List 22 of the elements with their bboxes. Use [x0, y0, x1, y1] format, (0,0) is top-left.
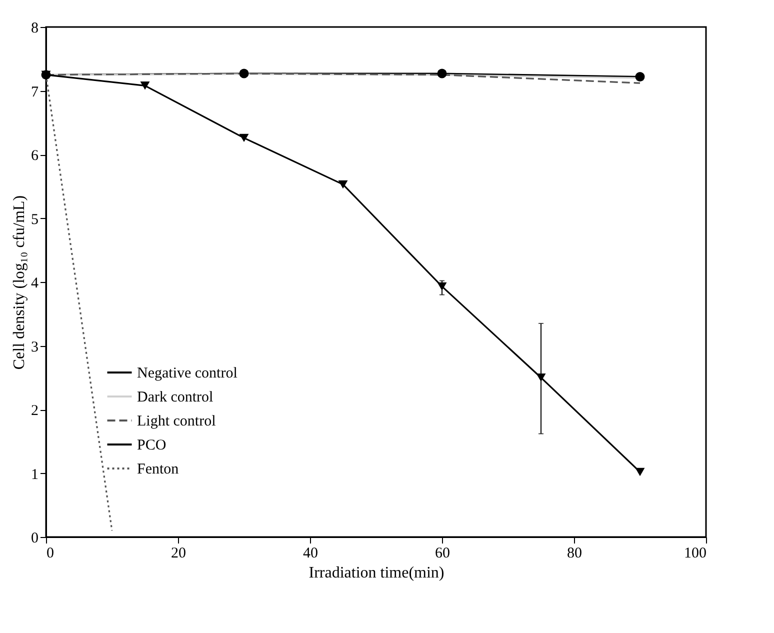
y-tick-label: 3: [31, 339, 38, 356]
x-tick-label: 60: [435, 546, 450, 562]
legend-label: Fenton: [137, 462, 180, 478]
y-tick-label: 5: [31, 212, 38, 228]
x-tick-label: 40: [303, 546, 318, 562]
y-tick-label: 4: [31, 276, 39, 292]
x-tick-label: 100: [684, 546, 706, 562]
legend-label: PCO: [137, 438, 166, 454]
legend-label: Dark control: [137, 390, 214, 406]
y-tick-label: 2: [31, 403, 38, 419]
y-tick-label: 0: [31, 530, 38, 546]
legend-label: Negative control: [137, 366, 238, 382]
x-tick-label: 20: [171, 546, 186, 562]
legend-label: Light control: [137, 414, 216, 430]
y-tick-label: 6: [31, 148, 39, 164]
x-tick-label: 0: [46, 546, 54, 562]
y-tick-label: 8: [31, 20, 38, 36]
x-tick-label: 80: [567, 546, 582, 562]
y-tick-label: 1: [31, 466, 38, 483]
y-axis-title: Cell density (log₁₀ cfu/mL): [11, 195, 28, 370]
x-axis-title: Irradiation time(min): [308, 564, 444, 582]
y-tick-label: 7: [31, 84, 39, 100]
